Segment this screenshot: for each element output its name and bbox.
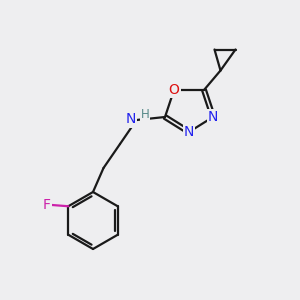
Text: O: O [169, 83, 179, 97]
Text: H: H [140, 107, 149, 121]
Text: N: N [208, 110, 218, 124]
Text: N: N [125, 112, 136, 126]
Text: F: F [42, 198, 50, 212]
Text: N: N [184, 125, 194, 139]
